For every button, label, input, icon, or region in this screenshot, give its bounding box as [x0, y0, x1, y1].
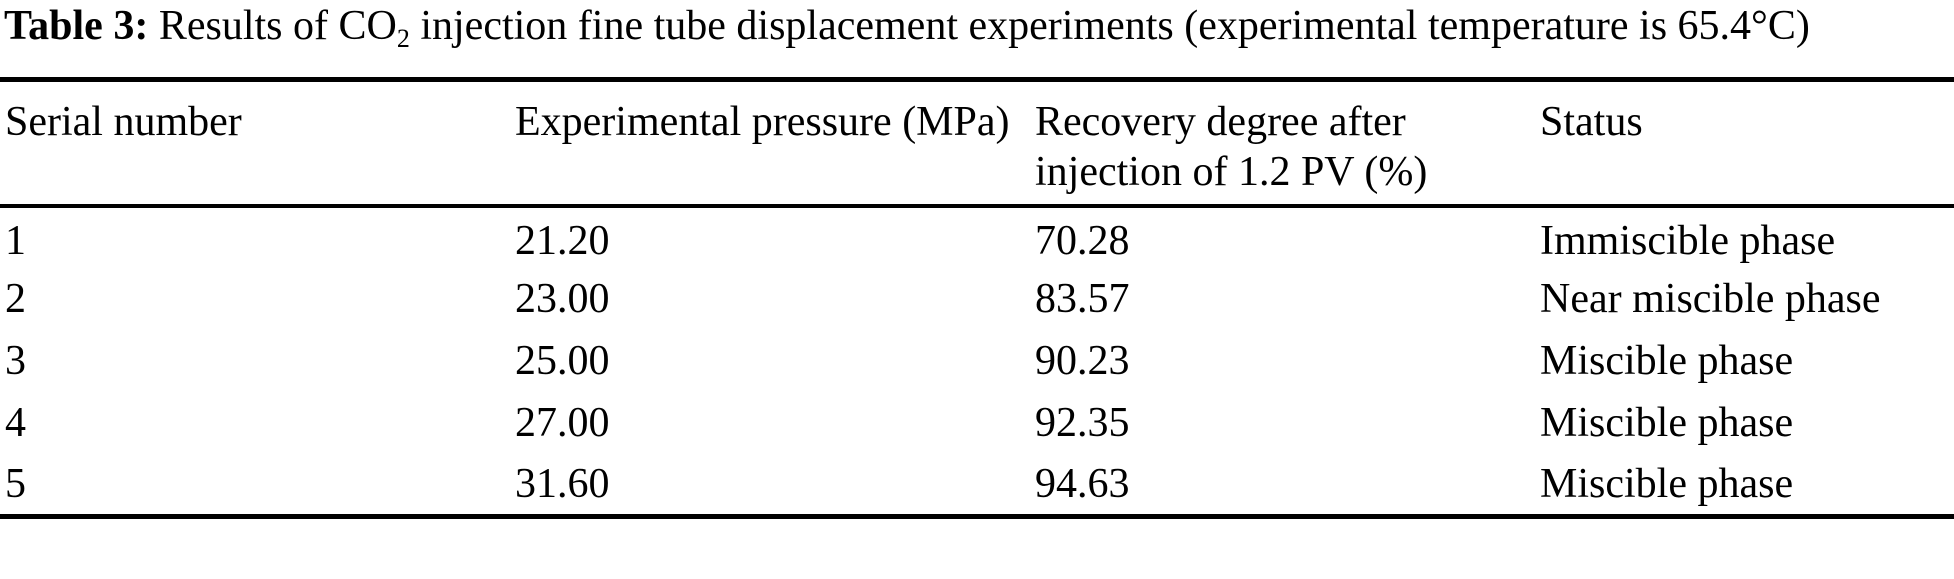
cell-status: Near miscible phase [1540, 276, 1881, 322]
table-caption: Table 3: Results of CO2 injection fine t… [0, 0, 1954, 53]
cell-recovery: 90.23 [1035, 338, 1130, 384]
cell-recovery: 94.63 [1035, 460, 1130, 507]
cell-pressure: 23.00 [515, 276, 610, 322]
cell-pressure: 25.00 [515, 338, 610, 384]
column-header-experimental-pressure: Experimental pressure (MPa) [515, 79, 1035, 208]
table-row: 1 21.20 70.28 Immiscible phase [0, 206, 1954, 268]
header-row: Serial number Experimental pressure (MPa… [0, 79, 1954, 208]
cell-status: Miscible phase [1540, 338, 1794, 384]
caption-text-2: injection fine tube displacement experim… [409, 3, 1810, 49]
cell-recovery: 92.35 [1035, 400, 1130, 446]
column-header-recovery-degree: Recovery degree after injection of 1.2 P… [1035, 79, 1540, 208]
cell-status: Immiscible phase [1540, 218, 1836, 264]
cell-serial: 3 [5, 338, 26, 384]
table-row: 5 31.60 94.63 Miscible phase [0, 454, 1954, 516]
cell-pressure: 21.20 [515, 218, 610, 264]
cell-recovery: 70.28 [1035, 218, 1130, 264]
table-row: 4 27.00 92.35 Miscible phase [0, 392, 1954, 454]
cell-serial: 1 [5, 218, 26, 264]
cell-serial: 4 [5, 400, 26, 446]
cell-serial: 5 [5, 460, 26, 507]
caption-subscript: 2 [396, 24, 410, 53]
caption-text-1: Results of CO [148, 3, 397, 49]
cell-pressure: 27.00 [515, 400, 610, 446]
caption-label: Table 3: [4, 3, 149, 49]
cell-recovery: 83.57 [1035, 276, 1130, 322]
cell-status: Miscible phase [1540, 460, 1794, 507]
table-row: 2 23.00 83.57 Near miscible phase [0, 268, 1954, 330]
cell-serial: 2 [5, 276, 26, 322]
column-header-status: Status [1540, 79, 1954, 208]
cell-status: Miscible phase [1540, 400, 1794, 446]
cell-pressure: 31.60 [515, 460, 610, 507]
column-header-serial-number: Serial number [0, 79, 515, 208]
results-table: Serial number Experimental pressure (MPa… [0, 77, 1954, 519]
table-row: 3 25.00 90.23 Miscible phase [0, 330, 1954, 392]
